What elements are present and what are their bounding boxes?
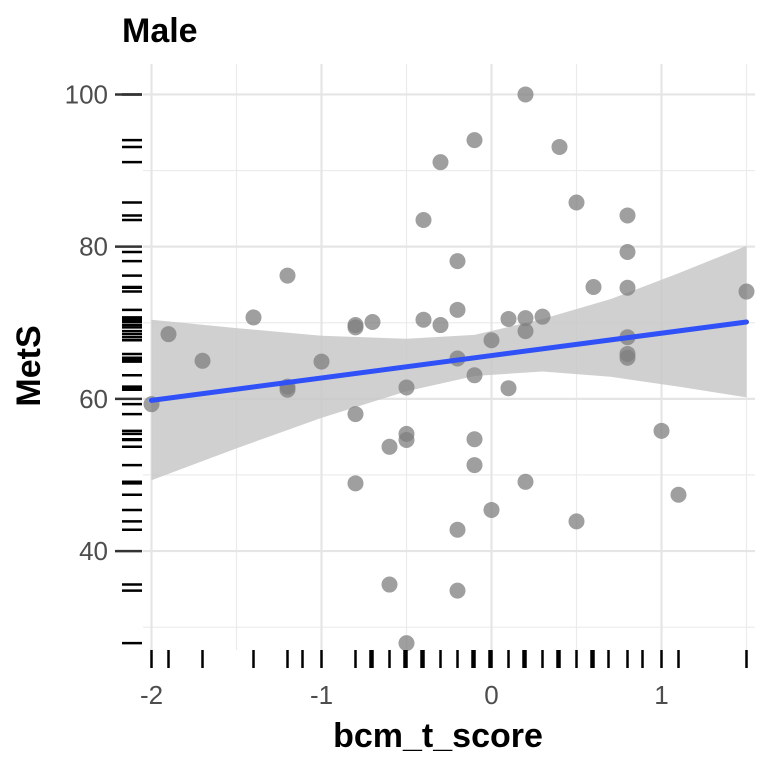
- data-point: [449, 301, 466, 318]
- data-point: [381, 438, 398, 455]
- data-point: [347, 319, 364, 336]
- x-tick-label: 0: [484, 680, 498, 710]
- data-point: [534, 308, 551, 325]
- data-point: [670, 486, 687, 503]
- data-point: [279, 381, 296, 398]
- data-point: [449, 582, 466, 599]
- chart-title: Male: [122, 12, 198, 50]
- y-tick-label: 80: [79, 232, 108, 262]
- data-point: [160, 326, 177, 343]
- fit-line-group: [149, 319, 749, 403]
- x-tick-label: 1: [654, 680, 668, 710]
- data-point: [585, 278, 602, 295]
- data-point: [432, 154, 449, 171]
- y-tick-label: 100: [65, 79, 108, 109]
- data-point: [653, 422, 670, 439]
- data-point: [466, 367, 483, 384]
- y-axis: 40 60 80 100: [65, 79, 142, 566]
- data-point: [415, 311, 432, 328]
- data-point: [483, 501, 500, 518]
- data-point: [466, 431, 483, 448]
- data-point: [398, 431, 415, 448]
- data-point: [347, 406, 364, 423]
- data-point: [568, 194, 585, 211]
- data-point: [279, 267, 296, 284]
- data-point: [313, 353, 330, 370]
- data-point: [500, 310, 517, 327]
- grid-lines: [143, 64, 755, 650]
- data-point: [517, 473, 534, 490]
- data-point: [517, 323, 534, 340]
- data-point: [619, 207, 636, 224]
- data-points-group: [143, 86, 755, 652]
- data-point: [398, 635, 415, 652]
- x-axis: -2 -1 0 1: [140, 680, 669, 710]
- data-point: [568, 513, 585, 530]
- data-point: [432, 317, 449, 334]
- data-point: [449, 521, 466, 538]
- fit-line: [149, 319, 749, 403]
- data-point: [619, 243, 636, 260]
- data-point: [738, 283, 755, 300]
- data-point: [619, 279, 636, 296]
- y-tick-label: 40: [79, 536, 108, 566]
- data-point: [517, 86, 534, 103]
- data-point: [194, 352, 211, 369]
- y-axis-title: MetS: [10, 325, 48, 406]
- data-point: [449, 253, 466, 270]
- x-tick-label: -2: [140, 680, 163, 710]
- x-rug-group: [150, 650, 748, 668]
- data-point: [398, 379, 415, 396]
- data-point: [483, 332, 500, 349]
- data-point: [619, 349, 636, 366]
- x-tick-label: -1: [310, 680, 333, 710]
- data-point: [381, 576, 398, 593]
- data-point: [415, 212, 432, 229]
- data-point: [347, 475, 364, 492]
- data-point: [364, 313, 381, 330]
- data-point: [500, 380, 517, 397]
- data-point: [466, 457, 483, 474]
- data-point: [245, 309, 262, 326]
- x-axis-title: bcm_t_score: [333, 717, 543, 755]
- y-rug-group: [122, 93, 142, 645]
- data-point: [551, 138, 568, 155]
- data-point: [517, 310, 534, 327]
- y-tick-label: 60: [79, 384, 108, 414]
- data-point: [466, 132, 483, 149]
